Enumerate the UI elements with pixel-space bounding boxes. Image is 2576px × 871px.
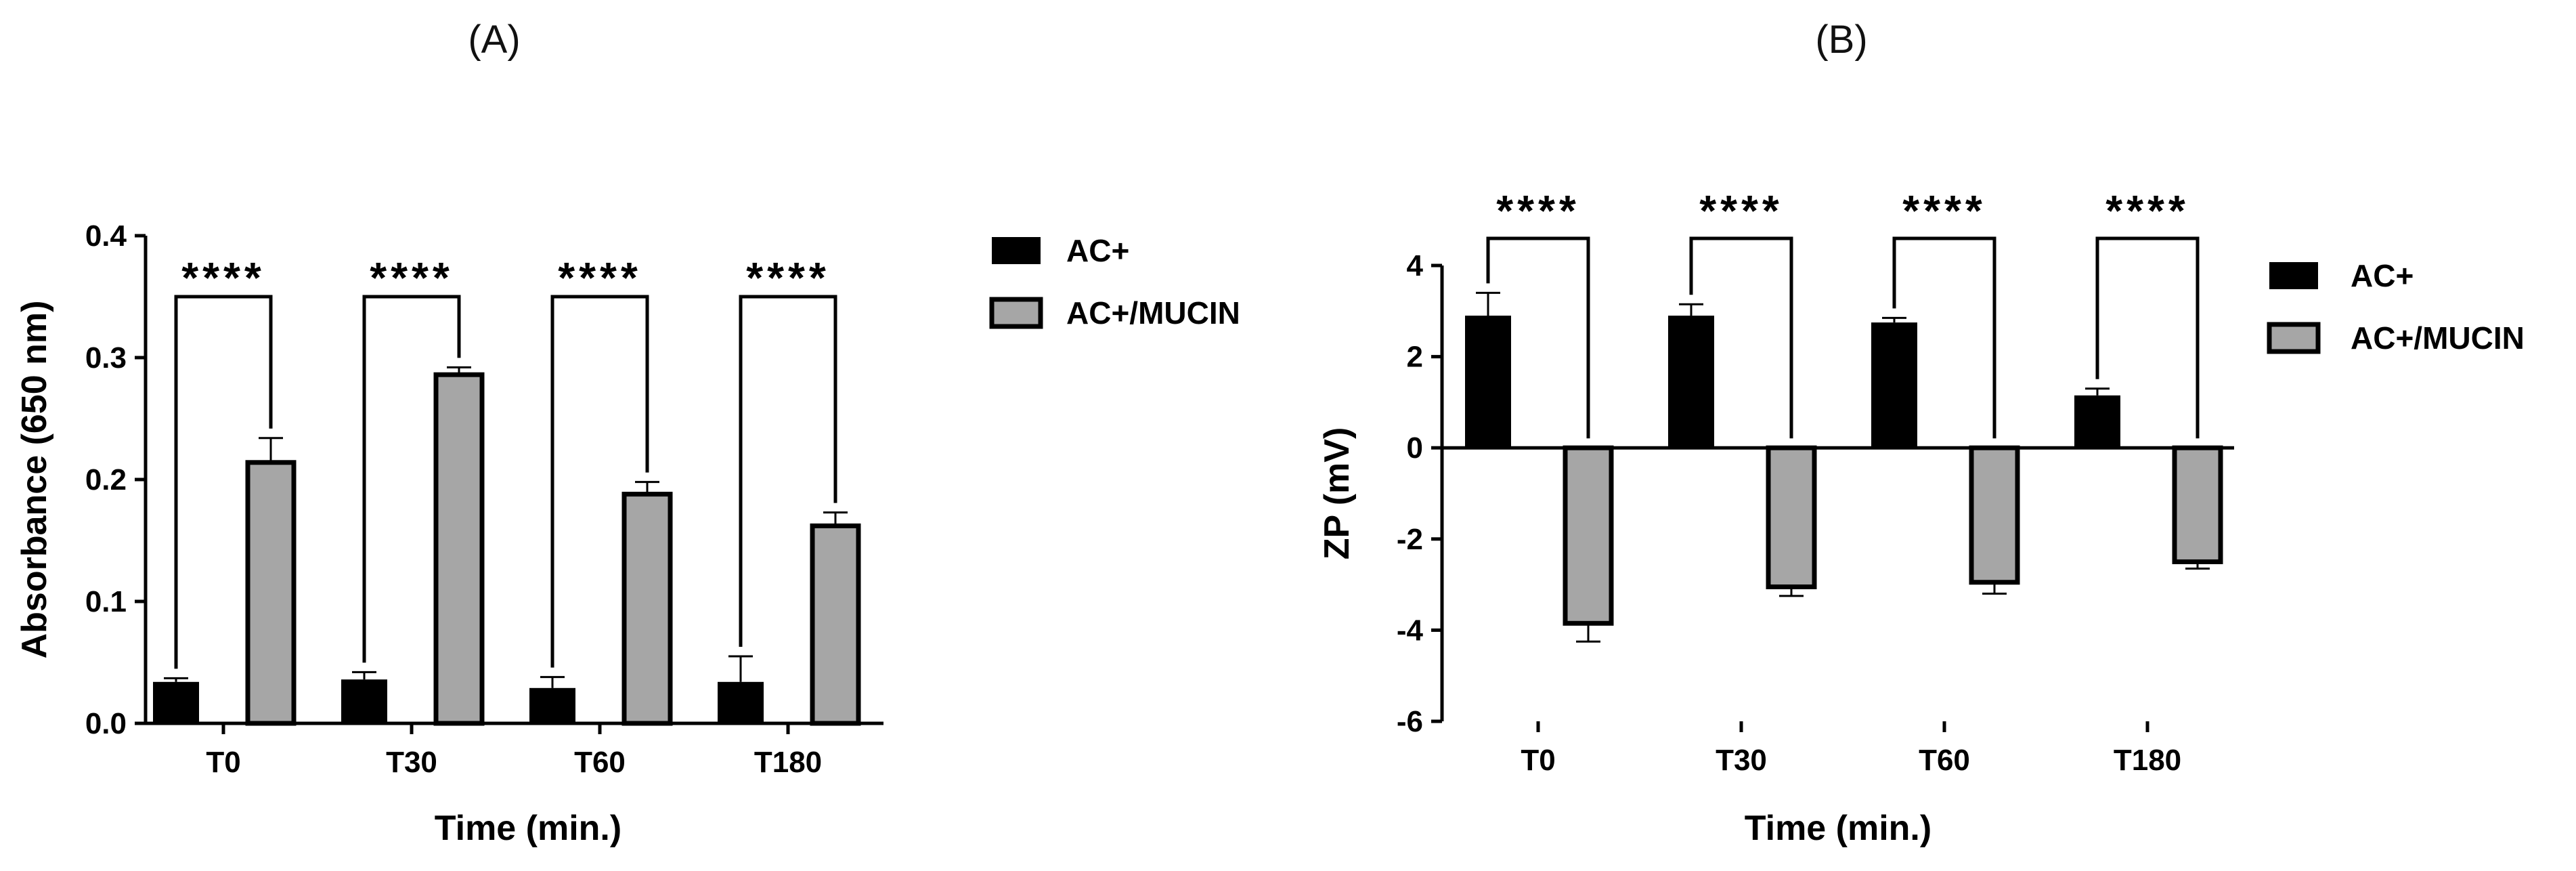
panel-label: (B) <box>1815 18 1867 62</box>
x-axis-title: Time (min.) <box>1745 809 1931 848</box>
x-tick-label: T30 <box>386 746 437 779</box>
bar-ac--t60 <box>529 687 575 723</box>
significance-label: **** <box>1902 186 1986 235</box>
legend-swatch-ac- <box>2269 262 2318 289</box>
panel-label: (A) <box>468 18 520 62</box>
chart-panel-a: (A) 0.0 0.1 0.2 0.3 0.4 Time (min.) Absorbance … <box>15 18 1240 848</box>
bar-ac-mucin-t30 <box>1766 445 1817 589</box>
legend-label: AC+ <box>2351 258 2414 293</box>
y-tick-label: 4 <box>1407 249 1424 282</box>
significance-bracket <box>174 295 273 669</box>
y-tick-label: 0.4 <box>85 219 127 253</box>
y-tick-label: 0.3 <box>85 341 127 375</box>
significance-label: **** <box>1496 186 1580 235</box>
y-tick-label: 0.0 <box>85 707 127 740</box>
significance-label: **** <box>370 253 454 302</box>
significance-label: **** <box>746 253 830 302</box>
bar-ac--t180 <box>2074 395 2120 448</box>
significance-label: **** <box>558 253 642 302</box>
x-tick-label: T0 <box>1521 744 1555 777</box>
bar-ac-mucin-t0 <box>1563 445 1614 626</box>
x-tick-label: T180 <box>2114 744 2181 777</box>
bar-ac-mucin-t30 <box>433 372 485 726</box>
x-tick-label: T30 <box>1716 744 1767 777</box>
bar-ac--t30 <box>341 679 387 723</box>
significance-bracket <box>1689 236 1793 439</box>
x-tick-label: T60 <box>1919 744 1970 777</box>
y-axis-title: Absorbance (650 nm) <box>15 301 54 659</box>
significance-label: **** <box>181 253 265 302</box>
y-tick-label: 0.1 <box>85 585 127 618</box>
bar-ac--t60 <box>1871 322 1917 448</box>
y-tick-label: -4 <box>1397 614 1424 647</box>
legend-label: AC+/MUCIN <box>2351 320 2525 356</box>
bar-ac--t180 <box>718 681 764 723</box>
bar-ac-mucin-t0 <box>245 460 297 726</box>
chart-panel-b: (B) -6 -4 -2 0 2 4 Time (min.) ZP (mV) T0 **** T30 *… <box>1317 18 2525 848</box>
significance-bracket <box>1486 236 1590 439</box>
y-tick-label: 0.2 <box>85 463 127 496</box>
x-tick-label: T180 <box>754 746 822 779</box>
bar-ac--t30 <box>1668 316 1714 448</box>
significance-bracket <box>550 295 649 668</box>
bar-ac-mucin-t60 <box>621 492 673 726</box>
x-tick-label: T60 <box>574 746 626 779</box>
significance-bracket <box>1892 236 1996 439</box>
y-axis-title: ZP (mV) <box>1317 427 1357 560</box>
legend-swatch-ac-mucin <box>989 297 1043 329</box>
significance-bracket <box>362 295 461 663</box>
y-tick-label: -6 <box>1397 705 1423 738</box>
y-tick-label: -2 <box>1397 523 1423 556</box>
legend-swatch-ac- <box>992 237 1041 264</box>
bar-ac--t0 <box>1465 316 1511 448</box>
bar-ac--t0 <box>153 681 199 723</box>
legend-swatch-ac-mucin <box>2267 322 2321 354</box>
bar-ac-mucin-t180 <box>2172 445 2223 564</box>
legend-label: AC+/MUCIN <box>1066 295 1240 331</box>
bar-ac-mucin-t180 <box>810 523 861 726</box>
x-tick-label: T0 <box>206 746 240 779</box>
significance-label: **** <box>2105 186 2189 235</box>
significance-label: **** <box>1699 186 1783 235</box>
x-axis-title: Time (min.) <box>435 809 621 848</box>
legend-label: AC+ <box>1066 233 1129 268</box>
bar-ac-mucin-t60 <box>1969 445 2020 585</box>
y-tick-label: 0 <box>1407 431 1423 465</box>
y-tick-label: 2 <box>1407 341 1423 374</box>
significance-bracket <box>739 295 837 647</box>
significance-bracket <box>2095 236 2200 439</box>
